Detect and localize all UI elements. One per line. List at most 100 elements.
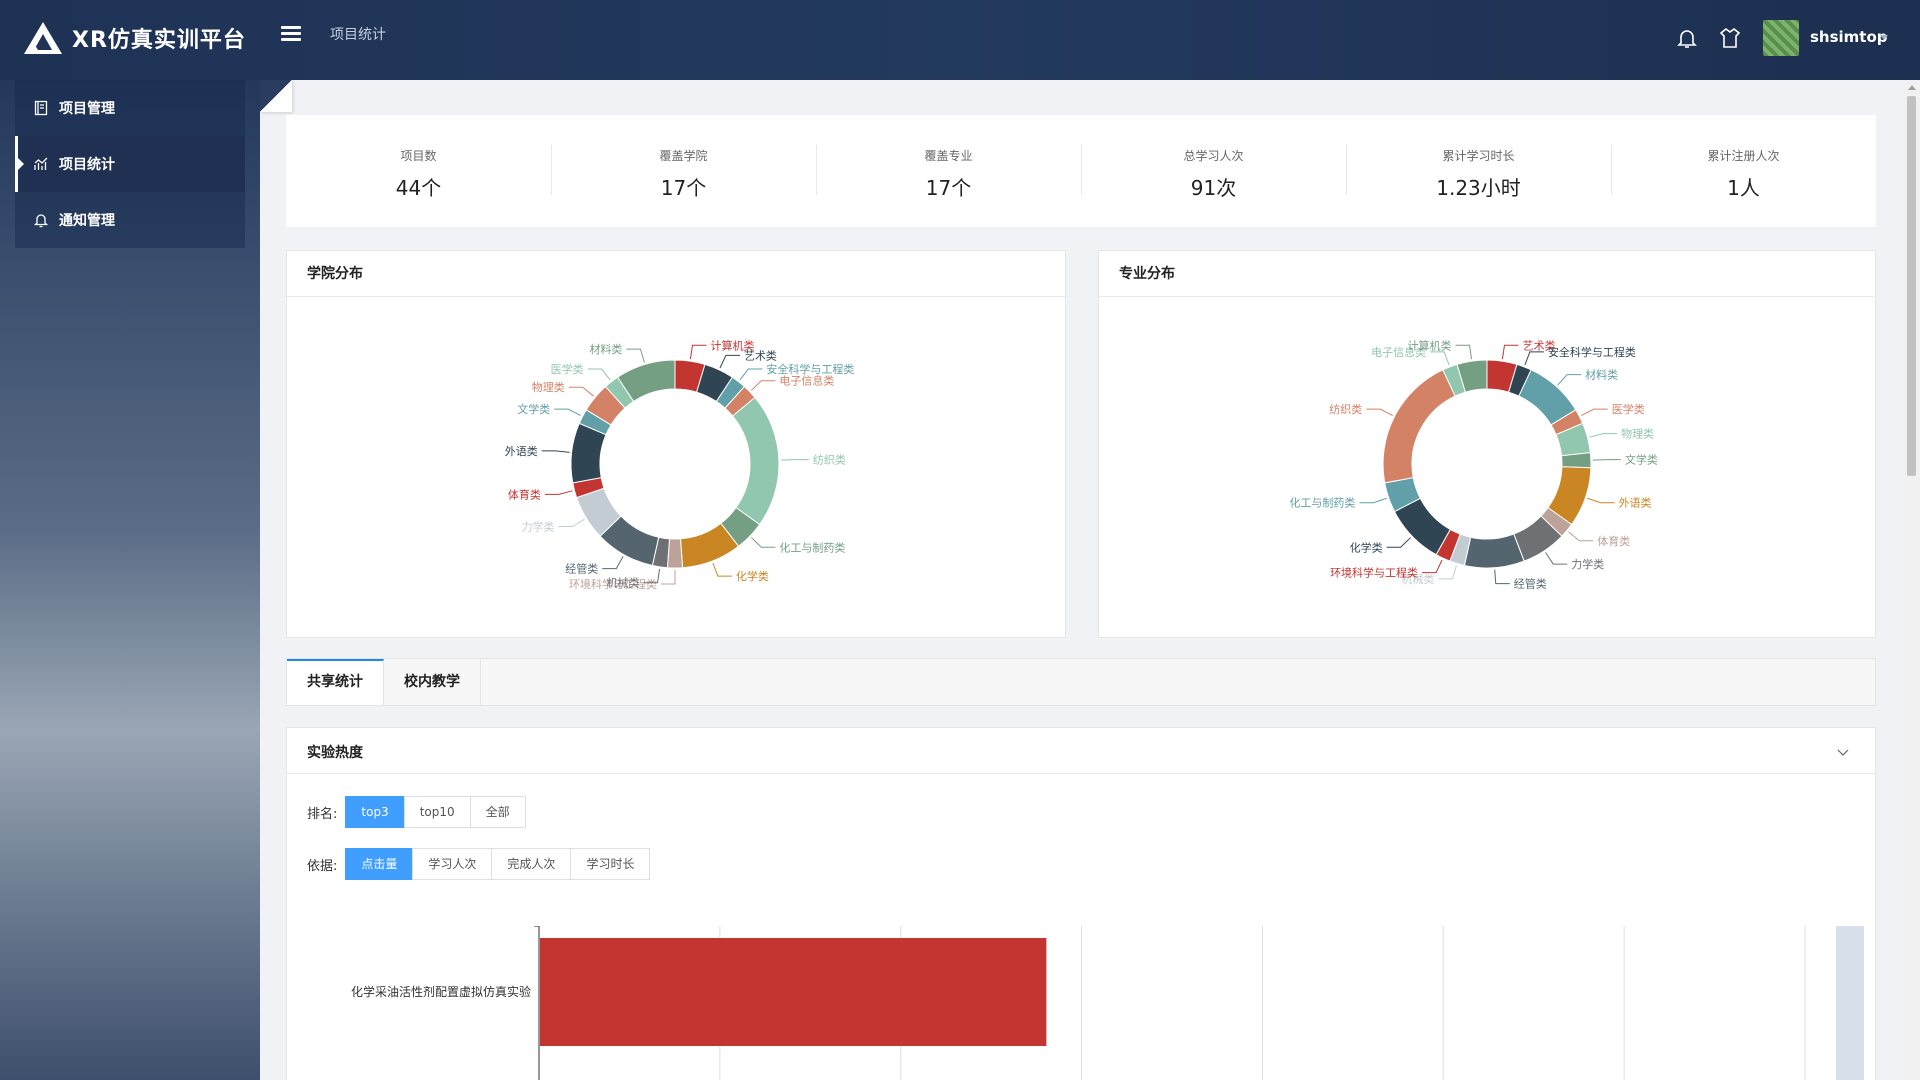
label-line [719, 354, 740, 369]
main-content: 项目数 44个 覆盖学院 17个 覆盖专业 17个 总学习人次 91次 累计学习… [260, 80, 1900, 1080]
stat-value: 17个 [660, 176, 707, 200]
label-line [1568, 531, 1594, 542]
stat-total-learners: 总学习人次 91次 [1081, 115, 1346, 227]
donut-slice[interactable] [1560, 452, 1592, 469]
rank-top10-button[interactable]: top10 [403, 796, 471, 828]
label-line [750, 380, 776, 391]
bell-icon[interactable] [1675, 26, 1699, 50]
slice-label: 化学类 [1350, 540, 1383, 554]
chevron-down-icon[interactable] [1880, 35, 1888, 40]
panel-title: 学院分布 [287, 251, 1065, 297]
slice-label: 电子信息类 [779, 374, 834, 388]
slice-label: 电子信息类 [1371, 345, 1426, 359]
avatar[interactable] [1763, 20, 1799, 56]
sidebar-item-project-management[interactable]: 项目管理 [15, 80, 245, 136]
app-logo[interactable]: XR仿真实训平台 [22, 20, 246, 56]
sidebar-item-project-statistics[interactable]: 项目统计 [15, 136, 245, 192]
stat-label: 累计注册人次 [1707, 149, 1780, 163]
experiment-heat-bar-chart: 化学采油活性剂配置虚拟仿真实验 [351, 926, 1864, 1080]
page-scrollbar[interactable] [1903, 80, 1920, 1080]
label-line [739, 368, 763, 381]
label-line [541, 450, 570, 453]
slice-label: 计算机类 [710, 338, 754, 352]
slice-label: 计算机类 [1408, 338, 1452, 352]
label-line [602, 556, 624, 570]
slice-label: 机械类 [1401, 572, 1434, 586]
rank-top3-button[interactable]: top3 [345, 796, 405, 828]
bell-icon [33, 214, 49, 228]
label-line [626, 348, 645, 363]
label-line [1592, 459, 1621, 461]
tab-campus-teaching[interactable]: 校内教学 [384, 659, 481, 705]
page-corner-decoration [260, 80, 292, 112]
sidebar-item-label: 项目统计 [59, 157, 115, 173]
rank-label: 排名: [307, 806, 338, 822]
sidebar-item-label: 项目管理 [59, 101, 115, 117]
donut-slice[interactable] [731, 396, 780, 526]
donut-slice[interactable] [1463, 533, 1525, 569]
basis-clicks-button[interactable]: 点击量 [345, 848, 414, 880]
slice-label: 安全科学与工程类 [766, 362, 854, 376]
donut-slice[interactable] [616, 359, 676, 403]
theme-shirt-icon[interactable] [1718, 26, 1742, 50]
rank-all-button[interactable]: 全部 [469, 796, 526, 828]
donut-slice[interactable] [1456, 359, 1488, 393]
slice-label: 力学类 [522, 520, 555, 534]
heat-panel-header: 实验热度 [287, 728, 1875, 774]
scroll-up-icon[interactable] [1908, 85, 1916, 90]
slice-label: 化工与制药类 [779, 540, 845, 554]
experiment-heat-panel: 实验热度 排名: top3 top10 全部 依据: 点击量 学习人次 完成人次… [286, 727, 1876, 1080]
chevron-down-icon[interactable] [1837, 746, 1849, 758]
slice-label: 艺术类 [744, 348, 777, 362]
logo-icon [24, 22, 62, 54]
top-bar: XR仿真实训平台 项目统计 shsimtop [0, 0, 1920, 80]
book-icon [34, 100, 48, 116]
stat-college-coverage: 覆盖学院 17个 [551, 115, 816, 227]
label-line [554, 408, 581, 416]
datazoom-slider[interactable] [1836, 926, 1864, 1080]
scrollbar-thumb[interactable] [1907, 96, 1916, 476]
slice-label: 文学类 [517, 402, 550, 416]
basis-learners-button[interactable]: 学习人次 [412, 848, 493, 880]
tab-shared-stats[interactable]: 共享统计 [287, 659, 384, 705]
rank-button-group: top3 top10 全部 [345, 796, 526, 828]
label-line [1557, 374, 1582, 386]
basis-completions-button[interactable]: 完成人次 [491, 848, 572, 880]
label-line [1438, 565, 1457, 580]
slice-label: 医学类 [551, 362, 584, 376]
app-title: XR仿真实训平台 [72, 28, 246, 53]
slice-label: 纺织类 [813, 453, 846, 467]
slice-label: 材料类 [1585, 368, 1618, 382]
label-line [1359, 497, 1387, 504]
slice-label: 体育类 [508, 487, 541, 501]
label-line [780, 459, 809, 461]
label-line [1430, 351, 1450, 366]
bar[interactable] [540, 938, 1047, 1046]
slice-label: 机械类 [607, 576, 640, 590]
sidebar-menu: 项目管理 项目统计 通知管理 [15, 80, 245, 248]
basis-duration-button[interactable]: 学习时长 [570, 848, 651, 880]
label-line [568, 386, 594, 397]
slice-label: 安全科学与工程类 [1548, 345, 1636, 359]
donut-slice[interactable] [1382, 369, 1456, 484]
slice-label: 文学类 [1625, 453, 1658, 467]
label-line [1494, 569, 1510, 585]
label-line [750, 537, 776, 548]
panel-title: 实验热度 [307, 745, 363, 761]
slice-label: 物理类 [532, 380, 565, 394]
major-distribution-panel: 专业分布 艺术类 安全科学与工程类 材料类 医学类 物理类 文学类 外语类 体育类 力学类 经管类… [1098, 250, 1876, 638]
menu-toggle-icon[interactable] [281, 26, 301, 46]
slice-label: 艺术类 [1522, 338, 1555, 352]
username[interactable]: shsimtop [1810, 28, 1888, 46]
label-line [1366, 408, 1393, 416]
stat-total-duration: 累计学习时长 1.23小时 [1346, 115, 1611, 227]
sidebar-item-notification-management[interactable]: 通知管理 [15, 192, 245, 248]
stat-major-coverage: 覆盖专业 17个 [816, 115, 1081, 227]
label-line [1422, 559, 1443, 574]
stat-label: 覆盖专业 [924, 149, 973, 163]
label-line [558, 518, 585, 528]
chart-icon [34, 157, 48, 170]
breadcrumb: 项目统计 [330, 27, 386, 43]
slice-label: 化学类 [736, 569, 769, 583]
slice-label: 医学类 [1612, 402, 1645, 416]
